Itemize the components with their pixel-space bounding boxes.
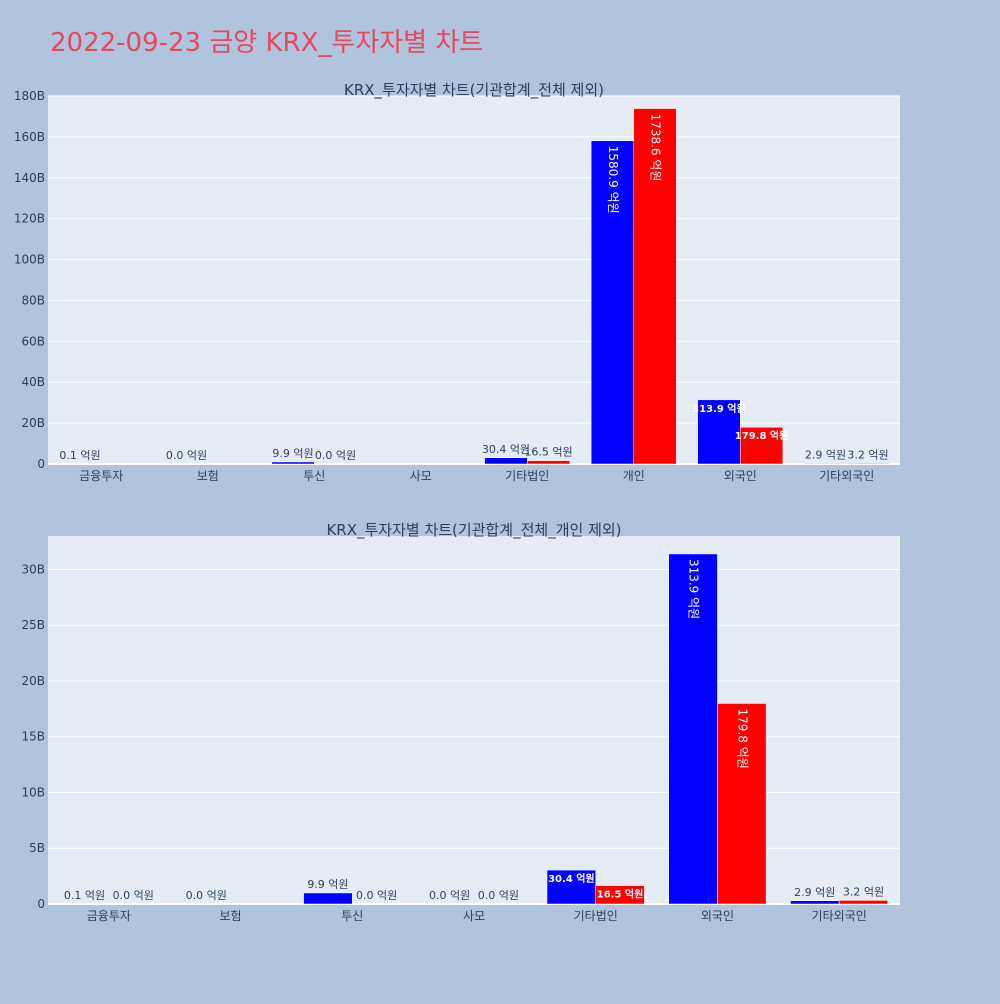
y-tick-label: 0 xyxy=(37,457,45,471)
data-label: 179.8 억원 xyxy=(735,429,789,442)
x-tick-label: 투신 xyxy=(341,909,363,923)
data-label: 0.0 억원 xyxy=(113,889,154,902)
chart-title: KRX_투자자별 차트(기관합계_전체 제외) xyxy=(344,81,604,100)
data-label: 3.2 억원 xyxy=(843,885,884,898)
y-tick-label: 80B xyxy=(21,293,45,307)
data-label: 0.0 억원 xyxy=(315,449,356,462)
bar-sell xyxy=(527,461,570,464)
x-tick-label: 금융투자 xyxy=(79,469,123,483)
y-tick-label: 5B xyxy=(29,841,45,855)
x-tick-label: 외국인 xyxy=(701,909,734,923)
data-label: 0.0 억원 xyxy=(478,889,519,902)
data-label: 179.8 억원 xyxy=(735,708,749,768)
data-label: 30.4 억원 xyxy=(548,872,595,885)
data-label: 2.9 억원 xyxy=(794,886,835,899)
x-tick-label: 보험 xyxy=(197,469,219,483)
y-tick-label: 100B xyxy=(14,253,45,267)
x-tick-label: 기타법인 xyxy=(574,909,618,923)
data-label: 1580.9 억원 xyxy=(606,146,620,214)
y-tick-label: 60B xyxy=(21,334,45,348)
x-tick-label: 개인 xyxy=(623,469,645,483)
data-label: 30.4 억원 xyxy=(482,443,530,456)
y-tick-label: 0 xyxy=(37,897,45,911)
data-label: 3.2 억원 xyxy=(847,448,888,461)
y-tick-label: 40B xyxy=(21,375,45,389)
y-tick-label: 160B xyxy=(14,130,45,144)
data-label: 9.9 억원 xyxy=(307,878,348,891)
plot-area xyxy=(48,536,900,904)
bar-buy xyxy=(485,458,528,464)
y-tick-label: 15B xyxy=(21,730,45,744)
x-tick-label: 기타외국인 xyxy=(819,469,874,483)
data-label: 313.9 억원 xyxy=(692,402,746,415)
data-label: 0.1 억원 xyxy=(64,889,105,902)
y-tick-label: 20B xyxy=(21,674,45,688)
chart-title: KRX_투자자별 차트(기관합계_전체_개인 제외) xyxy=(326,521,621,540)
y-tick-label: 180B xyxy=(14,89,45,103)
data-label: 0.0 억원 xyxy=(186,889,227,902)
data-label: 0.1 억원 xyxy=(59,449,100,462)
y-tick-label: 10B xyxy=(21,785,45,799)
y-tick-label: 20B xyxy=(21,416,45,430)
x-tick-label: 투신 xyxy=(303,469,325,483)
x-tick-label: 기타법인 xyxy=(505,469,549,483)
x-tick-label: 외국인 xyxy=(724,469,757,483)
bar-buy xyxy=(804,463,847,464)
data-label: 0.0 억원 xyxy=(166,449,207,462)
bar-buy xyxy=(790,901,839,904)
data-label: 0.0 억원 xyxy=(429,889,470,902)
data-label: 0.0 억원 xyxy=(356,889,397,902)
x-tick-label: 사모 xyxy=(463,909,485,923)
x-tick-label: 기타외국인 xyxy=(812,909,867,923)
x-tick-label: 금융투자 xyxy=(87,909,131,923)
y-tick-label: 30B xyxy=(21,562,45,576)
data-label: 1738.6 억원 xyxy=(649,114,663,182)
data-label: 2.9 억원 xyxy=(805,448,846,461)
bar-buy xyxy=(272,462,315,464)
bar-sell xyxy=(839,900,888,904)
y-tick-label: 140B xyxy=(14,171,45,185)
plot-area xyxy=(48,96,900,464)
chart-2: 0 5B 10B 15B 20B 25B 30B KRX_투자자별 차트(기관합계_전체_개인… xyxy=(21,521,900,923)
page-title: 2022-09-23 금양 KRX_투자자별 차트 xyxy=(50,22,483,59)
y-tick-label: 25B xyxy=(21,618,45,632)
data-label: 16.5 억원 xyxy=(524,446,572,459)
data-label: 16.5 억원 xyxy=(597,888,644,901)
bar-buy xyxy=(304,893,353,904)
chart-1: 0 20B 40B 60B 80B 100B 120B 140B 160B 180B KRX_투자자… xyxy=(14,81,900,483)
y-tick-label: 120B xyxy=(14,212,45,226)
data-label: 313.9 억원 xyxy=(687,559,701,619)
data-label: 9.9 억원 xyxy=(272,447,313,460)
x-tick-label: 보험 xyxy=(220,909,242,923)
x-tick-label: 사모 xyxy=(410,469,432,483)
bar-sell xyxy=(847,463,890,464)
